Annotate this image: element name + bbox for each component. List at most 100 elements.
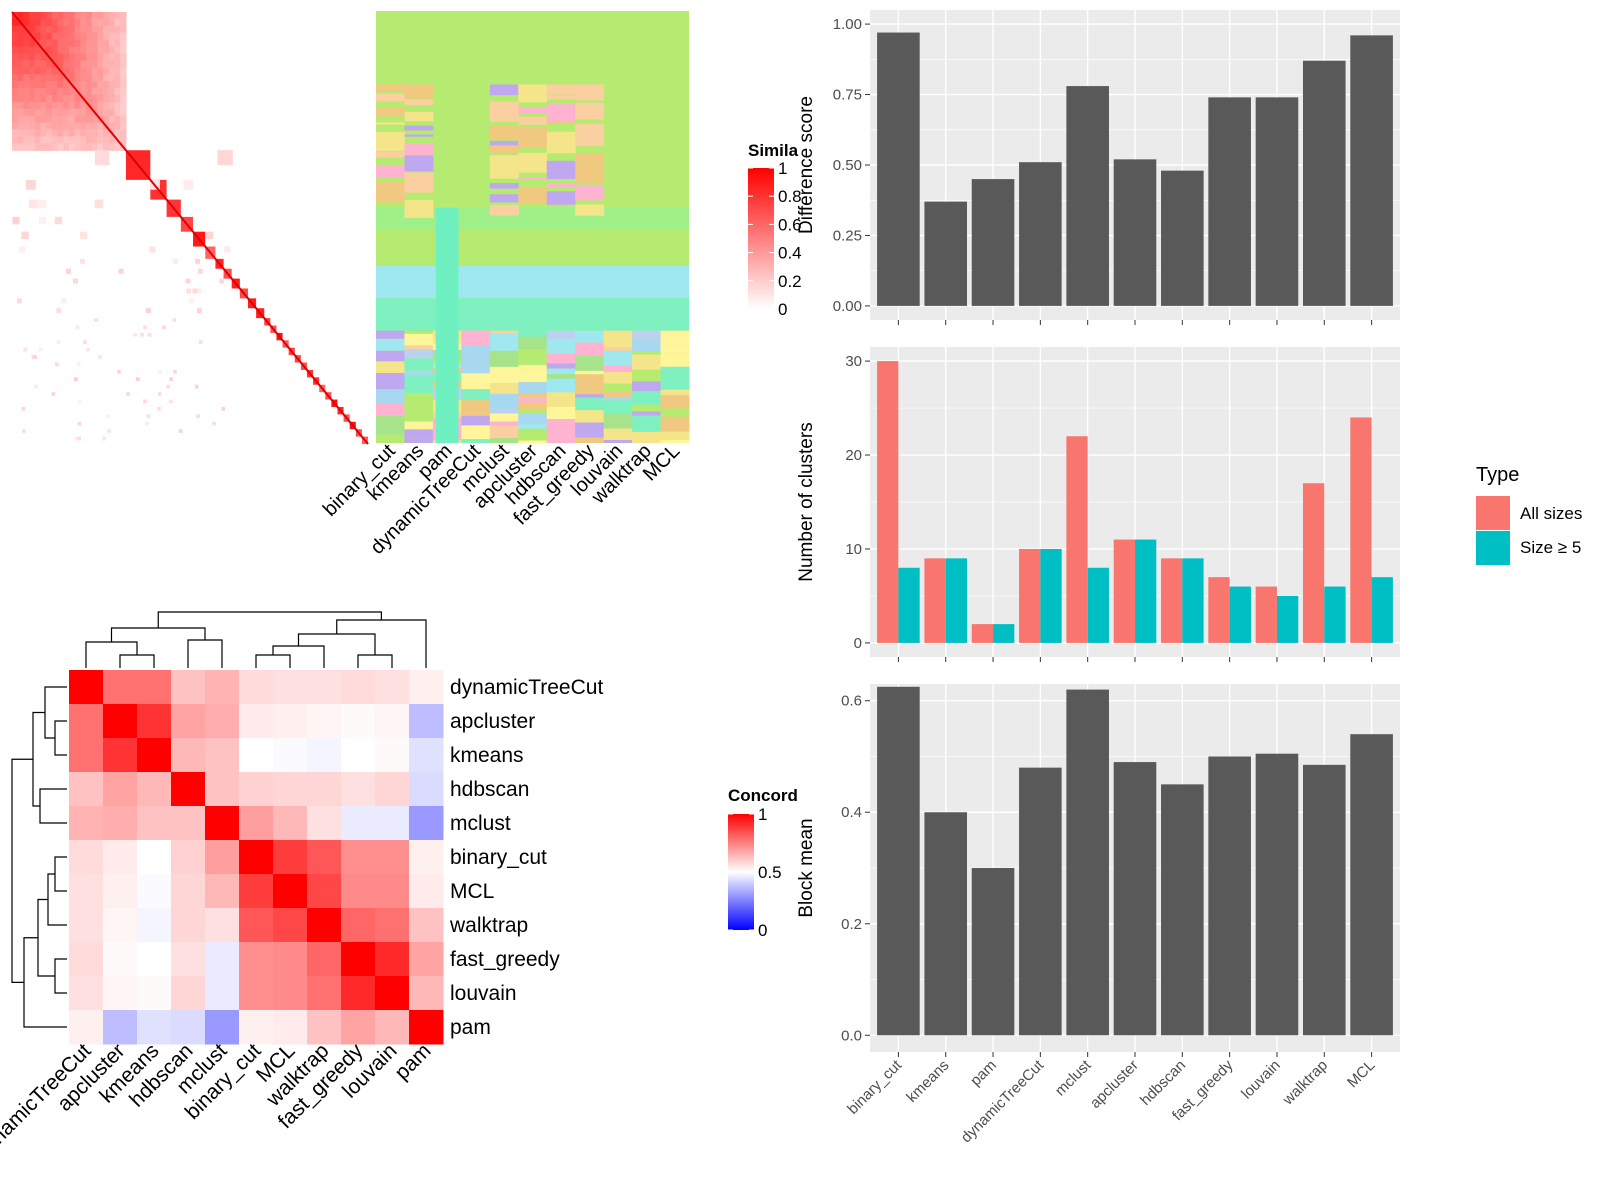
similarity-cell	[63, 88, 70, 96]
similarity-cell	[17, 39, 24, 48]
similarity-cell	[51, 101, 59, 110]
similarity-cell	[86, 136, 93, 144]
similarity-cell	[57, 32, 64, 41]
y-tick-label: 0.25	[833, 227, 862, 244]
similarity-cell	[68, 74, 76, 82]
similarity-cell	[29, 101, 36, 110]
similarity-cell	[80, 25, 87, 34]
membership-cell	[404, 376, 434, 393]
similarity-speckle	[147, 332, 152, 337]
concordance-cell	[137, 908, 172, 943]
similarity-speckle	[107, 429, 112, 433]
membership-cell	[404, 370, 434, 377]
similarity-speckle	[34, 384, 38, 389]
concordance-cell	[239, 772, 274, 807]
similarity-speckle	[74, 377, 78, 382]
similarity-cell	[108, 143, 116, 151]
similarity-cell	[114, 53, 121, 61]
concordance-cell	[341, 908, 376, 943]
similarity-speckle	[219, 278, 225, 284]
similarity-cell	[120, 81, 127, 89]
similarity-cell	[103, 129, 110, 138]
similarity-speckle	[166, 384, 171, 389]
similarity-cell	[51, 94, 59, 103]
similarity-cell	[108, 32, 116, 41]
membership-cell	[660, 431, 690, 440]
similarity-cell	[68, 18, 76, 27]
similarity-speckle	[117, 369, 121, 374]
similarity-cell	[86, 129, 93, 138]
similarity-cell	[12, 129, 19, 138]
similarity-cell	[74, 136, 81, 144]
similarity-cell	[86, 12, 93, 20]
similarity-speckle	[189, 298, 194, 304]
concordance-cell	[409, 772, 444, 807]
similarity-cell	[114, 25, 121, 34]
concordance-cell	[375, 772, 410, 807]
y-tick-label: 1.00	[833, 16, 862, 33]
bar	[924, 812, 968, 1036]
similarity-cell	[34, 129, 42, 138]
similarity-cell	[68, 53, 76, 61]
similarity-cell	[120, 74, 127, 82]
similarity-cell	[103, 25, 110, 34]
concordance-cell	[69, 806, 104, 841]
bar	[898, 567, 920, 643]
similarity-speckle	[224, 246, 231, 253]
similarity-legend-tick: 0.2	[778, 272, 802, 291]
similarity-speckle	[185, 278, 191, 284]
membership-cell	[575, 397, 605, 411]
membership-cell	[461, 353, 491, 367]
similarity-cell	[29, 53, 36, 61]
bar	[1019, 767, 1062, 1036]
similarity-cell	[40, 88, 47, 96]
similarity-cell	[91, 60, 99, 68]
similarity-cell	[51, 67, 59, 75]
similarity-legend-tick: 0.6	[778, 215, 802, 234]
similarity-cell	[46, 74, 53, 82]
similarity-cell	[74, 122, 81, 131]
membership-method-labels: binary_cutkmeanspamdynamicTreeCutmclusta…	[319, 440, 684, 559]
similarity-cell	[74, 108, 81, 117]
similarity-cell	[108, 108, 116, 117]
membership-band	[376, 265, 689, 299]
similarity-cell	[80, 53, 87, 61]
bar	[1019, 548, 1041, 643]
membership-cell	[489, 350, 519, 367]
membership-cell	[546, 95, 576, 100]
dendrogram-branch	[54, 958, 67, 994]
similarity-cell	[74, 101, 81, 110]
similarity-cell	[29, 74, 36, 82]
concordance-cell	[69, 738, 104, 773]
dendrogram-branch	[357, 654, 393, 668]
similarity-cell	[40, 94, 47, 103]
concordance-cell	[171, 670, 206, 705]
membership-cell	[546, 339, 576, 348]
y-axis-title: Difference score	[796, 96, 817, 234]
similarity-cell	[46, 136, 53, 144]
similarity-cell	[23, 74, 30, 82]
membership-cell	[632, 415, 662, 432]
bar	[1324, 586, 1346, 643]
membership-cell	[660, 345, 690, 354]
similarity-cell	[80, 18, 87, 27]
y-tick-label: 0.0	[841, 1027, 862, 1044]
y-tick-label: 0.6	[841, 693, 862, 710]
type-legend-title: Type	[1476, 464, 1519, 486]
similarity-cell	[51, 129, 59, 138]
membership-cell	[376, 361, 405, 374]
similarity-cell	[68, 39, 76, 48]
dendrogram-branch	[157, 611, 382, 628]
membership-cell	[518, 152, 548, 173]
bar	[1113, 762, 1157, 1036]
similarity-cell	[114, 18, 121, 27]
similarity-cell	[103, 136, 110, 144]
membership-cell	[546, 419, 576, 434]
similarity-cell	[34, 136, 42, 144]
concordance-legend: Concord 1 0.5 0	[728, 786, 798, 940]
similarity-cell	[29, 122, 36, 131]
similarity-cell	[97, 136, 104, 144]
membership-cell	[489, 421, 519, 426]
membership-cell	[632, 381, 662, 392]
concordance-cells	[69, 670, 444, 1045]
